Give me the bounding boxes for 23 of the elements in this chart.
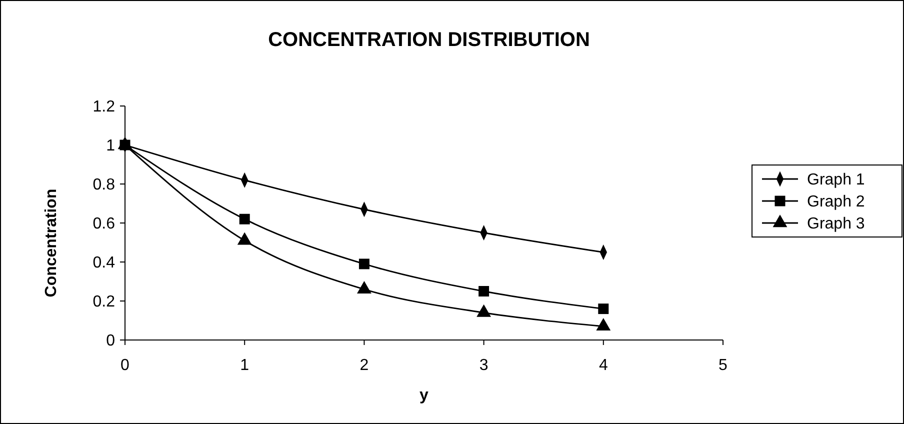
x-tick-label: 0 bbox=[120, 357, 130, 374]
legend-label: Graph 3 bbox=[807, 216, 865, 233]
x-tick-label: 1 bbox=[240, 357, 250, 374]
x-tick-label: 4 bbox=[598, 357, 608, 374]
x-axis-title: y bbox=[420, 387, 429, 404]
legend-label: Graph 1 bbox=[807, 172, 865, 189]
point bbox=[239, 214, 250, 224]
x-tick-label: 3 bbox=[479, 357, 488, 374]
y-tick-label: 1 bbox=[106, 138, 116, 155]
y-tick-label: 0 bbox=[106, 332, 116, 350]
point bbox=[598, 304, 609, 314]
legend-label: Graph 2 bbox=[807, 194, 865, 211]
y-tick-label: 0.4 bbox=[92, 254, 116, 272]
y-tick-label: 1.2 bbox=[92, 98, 116, 116]
y-axis-title: Concentration bbox=[43, 188, 60, 298]
x-tick-label: 2 bbox=[360, 357, 369, 374]
y-tick-label: 0.2 bbox=[92, 294, 116, 311]
point bbox=[478, 286, 490, 296]
chart-title: CONCENTRATION DISTRIBUTION bbox=[268, 29, 590, 51]
point bbox=[358, 258, 370, 270]
y-tick-label: 0.8 bbox=[92, 176, 116, 194]
y-tick-label: 0.6 bbox=[92, 216, 116, 233]
x-tick-label: 5 bbox=[718, 357, 728, 374]
